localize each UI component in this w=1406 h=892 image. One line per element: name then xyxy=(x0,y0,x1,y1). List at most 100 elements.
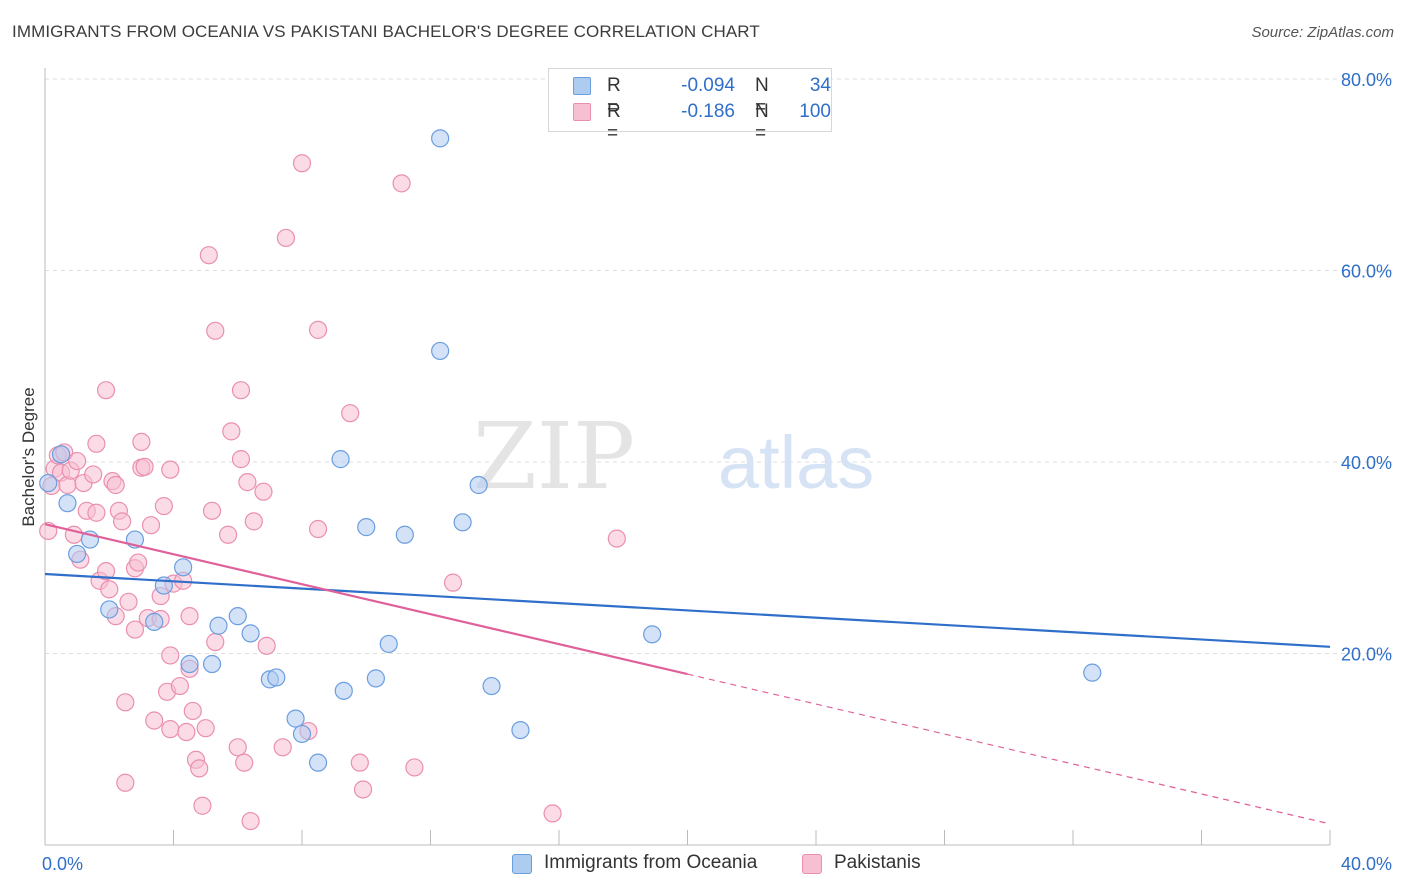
pakistani-point xyxy=(96,381,116,400)
oceania-point xyxy=(292,724,312,744)
legend-swatch-pink xyxy=(802,854,822,874)
watermark-zip: ZIP xyxy=(473,403,635,510)
legend-r-label: R = xyxy=(607,75,621,118)
legend-swatch-blue xyxy=(573,77,591,95)
legend-label-pakistanis: Pakistanis xyxy=(834,852,921,873)
oceania-point xyxy=(180,654,199,674)
y-tick-label: 40.0% xyxy=(1341,453,1392,473)
pakistani-point xyxy=(141,516,161,535)
pakistani-point xyxy=(112,512,132,531)
pakistani-point xyxy=(177,722,196,742)
y-tick-label: 60.0% xyxy=(1341,262,1392,282)
oceania-point xyxy=(39,473,58,493)
pakistani-point xyxy=(350,753,369,772)
pakistani-point xyxy=(170,676,190,696)
oceania-point xyxy=(100,600,119,619)
chart-title: IMMIGRANTS FROM OCEANIA VS PAKISTANI BAC… xyxy=(12,22,760,41)
grid-lines xyxy=(45,78,1392,654)
pakistani-point xyxy=(132,432,151,451)
oceania-point xyxy=(431,341,450,361)
tick-labels: 20.0% 40.0% 60.0% 80.0% 0.0% 40.0% xyxy=(42,70,1392,874)
pakistani-point xyxy=(129,553,148,572)
pakistani-point xyxy=(292,154,312,173)
legend-n-value: 100 xyxy=(799,101,831,122)
oceania-point xyxy=(453,513,472,532)
y-tick-label: 80.0% xyxy=(1341,70,1392,90)
legend-n-label: N = xyxy=(755,75,769,118)
pakistani-point xyxy=(276,228,296,248)
axes xyxy=(44,68,1331,846)
oceania-point xyxy=(58,494,77,513)
source-label: Source: ZipAtlas.com xyxy=(1251,24,1394,41)
pakistani-point xyxy=(183,701,202,721)
legend-swatch-pink xyxy=(573,103,591,121)
pakistani-point xyxy=(231,381,251,400)
pakistani-trend-extension xyxy=(687,673,1331,825)
pakistani-point xyxy=(607,529,626,548)
watermark-atlas: atlas xyxy=(718,421,874,504)
pakistani-point xyxy=(202,501,222,520)
oceania-point xyxy=(643,625,662,644)
pakistani-point xyxy=(116,773,135,792)
legend-label-oceania: Immigrants from Oceania xyxy=(544,852,758,873)
oceania-point xyxy=(482,676,501,696)
pakistani-point xyxy=(341,404,360,423)
pakistani-point xyxy=(238,473,257,492)
pakistani-point xyxy=(180,607,199,626)
x-tick-label: 0.0% xyxy=(42,854,83,874)
pakistani-point xyxy=(106,475,125,495)
correlation-legend: R = -0.094 N = 34 R = -0.186 N = 100 xyxy=(548,68,832,144)
oceania-point xyxy=(308,753,328,772)
pakistani-point xyxy=(206,632,225,652)
pakistani-point xyxy=(190,759,209,778)
pakistani-point xyxy=(116,693,135,712)
pakistani-point xyxy=(308,320,328,339)
y-tick-label: 20.0% xyxy=(1341,645,1392,665)
legend-r-label: R = xyxy=(607,101,621,144)
pakistani-point xyxy=(145,711,164,730)
trend-lines xyxy=(44,523,1331,825)
oceania-point xyxy=(286,709,305,728)
pakistani-point xyxy=(392,174,411,193)
oceania-point xyxy=(68,544,87,564)
pakistani-point xyxy=(199,246,218,265)
oceania-point xyxy=(145,612,164,632)
legend-n-label: N = xyxy=(755,101,769,144)
pakistani-point xyxy=(193,796,212,815)
pakistani-point xyxy=(135,457,154,476)
pakistanis-points xyxy=(39,154,626,831)
pakistani-point xyxy=(241,811,260,831)
pakistani-point xyxy=(87,434,106,453)
legend-r-value: -0.186 xyxy=(681,101,735,122)
pakistani-point xyxy=(308,519,328,539)
pakistani-point xyxy=(96,562,116,581)
oceania-point xyxy=(1083,663,1102,682)
oceania-point xyxy=(395,525,414,544)
oceania-point xyxy=(209,616,228,635)
legend-r-value: -0.094 xyxy=(681,75,735,96)
pakistani-point xyxy=(443,573,463,592)
pakistani-point xyxy=(254,482,273,501)
oceania-point xyxy=(357,518,376,537)
pakistani-point xyxy=(161,646,180,665)
pakistani-point xyxy=(154,496,173,516)
pakistani-point xyxy=(244,512,263,531)
pakistani-point xyxy=(228,738,247,757)
pakistani-point xyxy=(543,804,562,823)
pakistani-point xyxy=(84,465,103,484)
pakistani-point xyxy=(353,780,373,799)
x-tick-label: 40.0% xyxy=(1341,854,1392,874)
pakistani-trend-line xyxy=(44,523,688,676)
legend-swatch-blue xyxy=(512,854,532,874)
pakistani-point xyxy=(125,620,145,639)
oceania-point xyxy=(202,654,222,674)
pakistani-point xyxy=(219,525,238,544)
pakistani-point xyxy=(257,636,276,655)
oceania-points xyxy=(39,129,1102,772)
pakistani-point xyxy=(273,738,292,757)
pakistani-point xyxy=(100,580,119,599)
pakistani-point xyxy=(231,450,251,469)
oceania-point xyxy=(241,624,260,643)
watermark: ZIP atlas xyxy=(473,403,874,510)
pakistani-point xyxy=(206,321,225,340)
